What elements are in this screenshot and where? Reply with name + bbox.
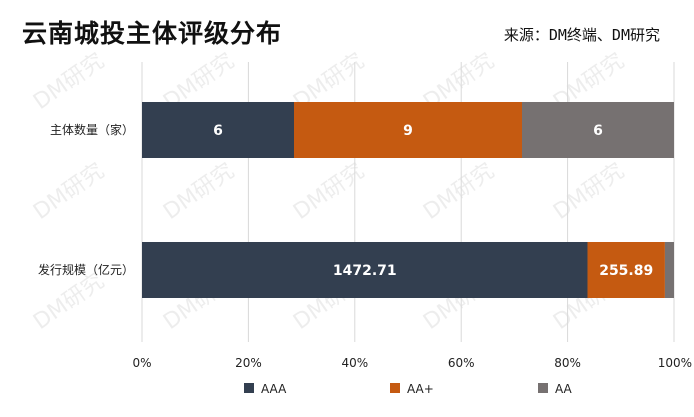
- legend-swatch: [390, 383, 400, 393]
- bar-segment-aaa: [142, 102, 294, 158]
- category-label: 发行规模（亿元）: [38, 262, 134, 277]
- watermark-text: DM研究: [29, 269, 109, 335]
- category-labels: 主体数量（家） 发行规模（亿元）: [38, 122, 134, 277]
- x-tick-label: 40%: [341, 356, 368, 370]
- bar-segment-aa: [522, 102, 674, 158]
- watermark-text: DM研究: [549, 159, 629, 225]
- watermark-text: DM研究: [419, 159, 499, 225]
- legend-label: AA+: [407, 382, 434, 396]
- bar-segment-aaa: [142, 242, 588, 298]
- x-tick-label: 100%: [658, 356, 692, 370]
- chart-title: 云南城投主体评级分布: [22, 19, 283, 48]
- bar-segment-aa-plus: [587, 242, 665, 298]
- watermark-text: DM研究: [29, 49, 109, 115]
- bar-segment-aa: [664, 242, 674, 298]
- watermark-text: DM研究: [289, 159, 369, 225]
- data-label: 6: [593, 123, 603, 139]
- bar-layer: 6 9 6 1472.71 255.89: [142, 102, 674, 298]
- source-note: 来源：DM终端、DM研究: [503, 26, 660, 44]
- watermark-text: DM研究: [159, 159, 239, 225]
- data-label: 9: [403, 123, 413, 139]
- x-tick-label: 20%: [235, 356, 262, 370]
- x-tick-label: 0%: [132, 356, 151, 370]
- data-label: 255.89: [599, 263, 653, 279]
- x-tick-label: 60%: [448, 356, 475, 370]
- x-axis-ticks: 0% 20% 40% 60% 80% 100%: [132, 356, 692, 370]
- x-tick-label: 80%: [554, 356, 581, 370]
- data-label: 6: [213, 123, 223, 139]
- category-label: 主体数量（家）: [50, 122, 134, 137]
- legend-label: AA: [555, 382, 573, 396]
- data-label: 1472.71: [333, 263, 397, 279]
- legend-label: AAA: [261, 382, 287, 396]
- bar-segment-aa-plus: [294, 102, 522, 158]
- legend: AAA AA+ AA: [244, 382, 573, 396]
- legend-swatch: [244, 383, 254, 393]
- legend-swatch: [538, 383, 548, 393]
- watermark-text: DM研究: [29, 159, 109, 225]
